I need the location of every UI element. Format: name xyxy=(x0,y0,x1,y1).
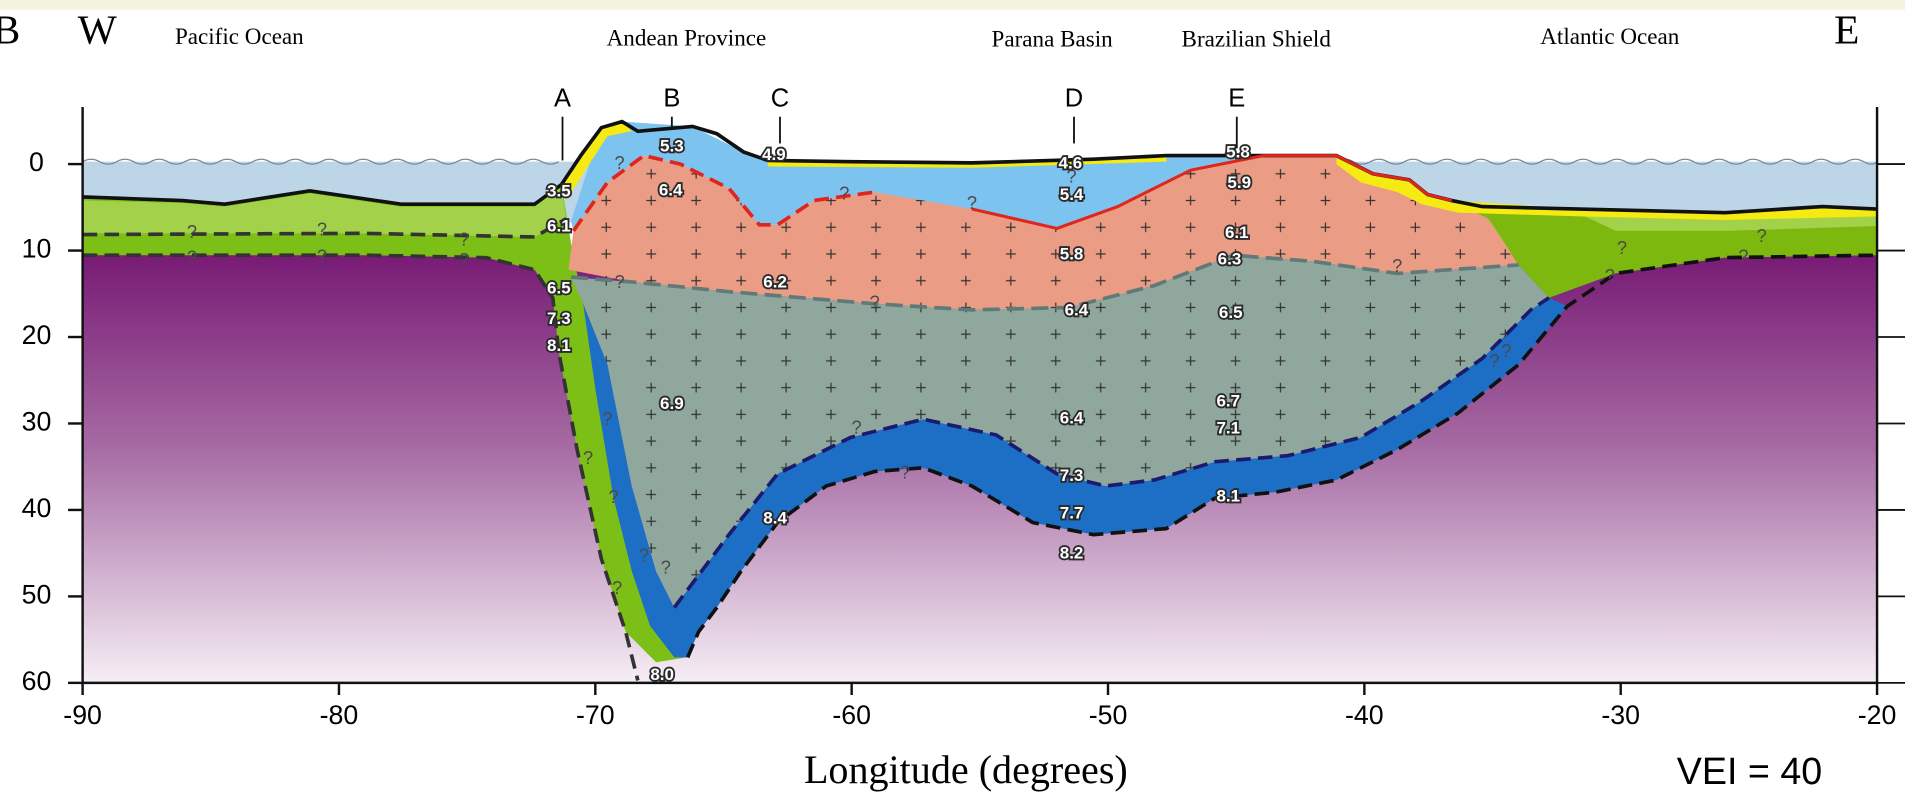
uncertain-mark: ? xyxy=(459,250,469,270)
velocity-label: 5.8 xyxy=(1226,143,1250,162)
velocity-label: 6.4 xyxy=(659,180,683,199)
velocity-label: 6.1 xyxy=(1225,223,1249,242)
x-tick-label: -30 xyxy=(1601,700,1640,730)
x-tick-label: -90 xyxy=(63,700,102,730)
uncertain-mark: ? xyxy=(639,545,649,565)
velocity-label: 7.1 xyxy=(1216,418,1240,437)
velocity-label: 7.7 xyxy=(1060,503,1084,522)
uncertain-mark: ? xyxy=(1757,226,1767,246)
region-label: Andean Province xyxy=(607,24,767,50)
velocity-label: 6.1 xyxy=(547,217,571,236)
velocity-label: 6.5 xyxy=(1219,303,1243,322)
velocity-label: 5.4 xyxy=(1060,185,1084,204)
velocity-label: 6.3 xyxy=(1218,250,1242,269)
velocity-label: 8.0 xyxy=(650,665,674,684)
uncertain-mark: ? xyxy=(317,220,327,240)
velocity-label: 8.1 xyxy=(1216,486,1240,505)
uncertain-mark: ? xyxy=(187,222,197,242)
annotation: VEI = 40 xyxy=(1677,750,1823,792)
region-label: Pacific Ocean xyxy=(175,23,304,49)
uncertain-mark: ? xyxy=(615,153,625,173)
uncertain-mark: ? xyxy=(661,557,671,577)
y-tick-label: 30 xyxy=(22,407,52,437)
uncertain-mark: ? xyxy=(1392,256,1402,276)
uncertain-mark: ? xyxy=(1617,238,1627,258)
station-label: C xyxy=(771,84,789,112)
uncertain-mark: ? xyxy=(870,293,880,313)
y-tick-label: 60 xyxy=(22,666,52,696)
uncertain-mark: ? xyxy=(615,272,625,292)
region-label: Atlantic Ocean xyxy=(1540,23,1680,49)
uncertain-mark: ? xyxy=(459,229,469,249)
x-axis-label: Longitude (degrees) xyxy=(804,747,1128,792)
x-tick-label: -70 xyxy=(576,700,615,730)
x-tick-label: -50 xyxy=(1089,700,1128,730)
y-tick-label: 50 xyxy=(22,579,52,609)
velocity-label: 6.4 xyxy=(1065,301,1089,320)
uncertain-mark: ? xyxy=(967,193,977,213)
station-label: A xyxy=(554,84,571,112)
uncertain-mark: ? xyxy=(1501,341,1511,361)
velocity-label: 6.9 xyxy=(660,394,684,413)
velocity-label: 8.4 xyxy=(763,508,787,527)
top-strip xyxy=(0,0,1905,10)
uncertain-mark: ? xyxy=(839,183,849,203)
velocity-label: 4.6 xyxy=(1059,154,1083,173)
uncertain-mark: ? xyxy=(583,448,593,468)
velocity-label: 8.2 xyxy=(1060,544,1084,563)
station-label: D xyxy=(1065,84,1083,112)
region-label: Parana Basin xyxy=(992,26,1114,52)
y-tick-label: 0 xyxy=(29,147,44,177)
uncertain-mark: ? xyxy=(187,248,197,268)
uncertain-mark: ? xyxy=(612,578,622,598)
station-label: E xyxy=(1228,84,1245,112)
panel-label: B xyxy=(0,7,20,53)
velocity-label: 6.7 xyxy=(1216,392,1240,411)
uncertain-mark: ? xyxy=(602,409,612,429)
velocity-label: 6.5 xyxy=(547,279,571,298)
velocity-label: 7.3 xyxy=(1060,466,1084,485)
velocity-label: 3.5 xyxy=(547,182,571,201)
x-tick-label: -40 xyxy=(1345,700,1384,730)
uncertain-mark: ? xyxy=(317,246,327,266)
velocity-label: 5.9 xyxy=(1227,173,1251,192)
uncertain-mark: ? xyxy=(1605,266,1615,286)
velocity-label: 6.4 xyxy=(1060,409,1084,428)
direction-east: E xyxy=(1834,7,1859,53)
velocity-label: 5.8 xyxy=(1060,245,1084,264)
velocity-label: 5.3 xyxy=(660,137,684,156)
cross-section: B W E Longitude (degrees) VEI = 40 -90 -8… xyxy=(0,0,1905,802)
velocity-label: 7.3 xyxy=(547,309,571,328)
x-tick-label: -60 xyxy=(832,700,871,730)
velocity-label: 4.9 xyxy=(762,145,786,164)
x-tick-label: -20 xyxy=(1858,700,1897,730)
uncertain-mark: ? xyxy=(851,418,861,438)
y-tick-label: 20 xyxy=(22,320,52,350)
uncertain-mark: ? xyxy=(608,487,618,507)
y-tick-label: 10 xyxy=(22,234,52,264)
x-tick-label: -80 xyxy=(320,700,359,730)
direction-west: W xyxy=(78,7,117,53)
uncertain-mark: ? xyxy=(1738,246,1748,266)
region-label: Brazilian Shield xyxy=(1182,26,1332,52)
y-tick-label: 40 xyxy=(22,493,52,523)
uncertain-mark: ? xyxy=(900,463,910,483)
velocity-label: 8.1 xyxy=(547,336,571,355)
uncertain-mark: ? xyxy=(1489,351,1499,371)
page: {"panel_label": "B", "west": "W", "east"… xyxy=(0,0,1905,802)
station-label: B xyxy=(663,84,680,112)
velocity-label: 6.2 xyxy=(763,273,787,292)
